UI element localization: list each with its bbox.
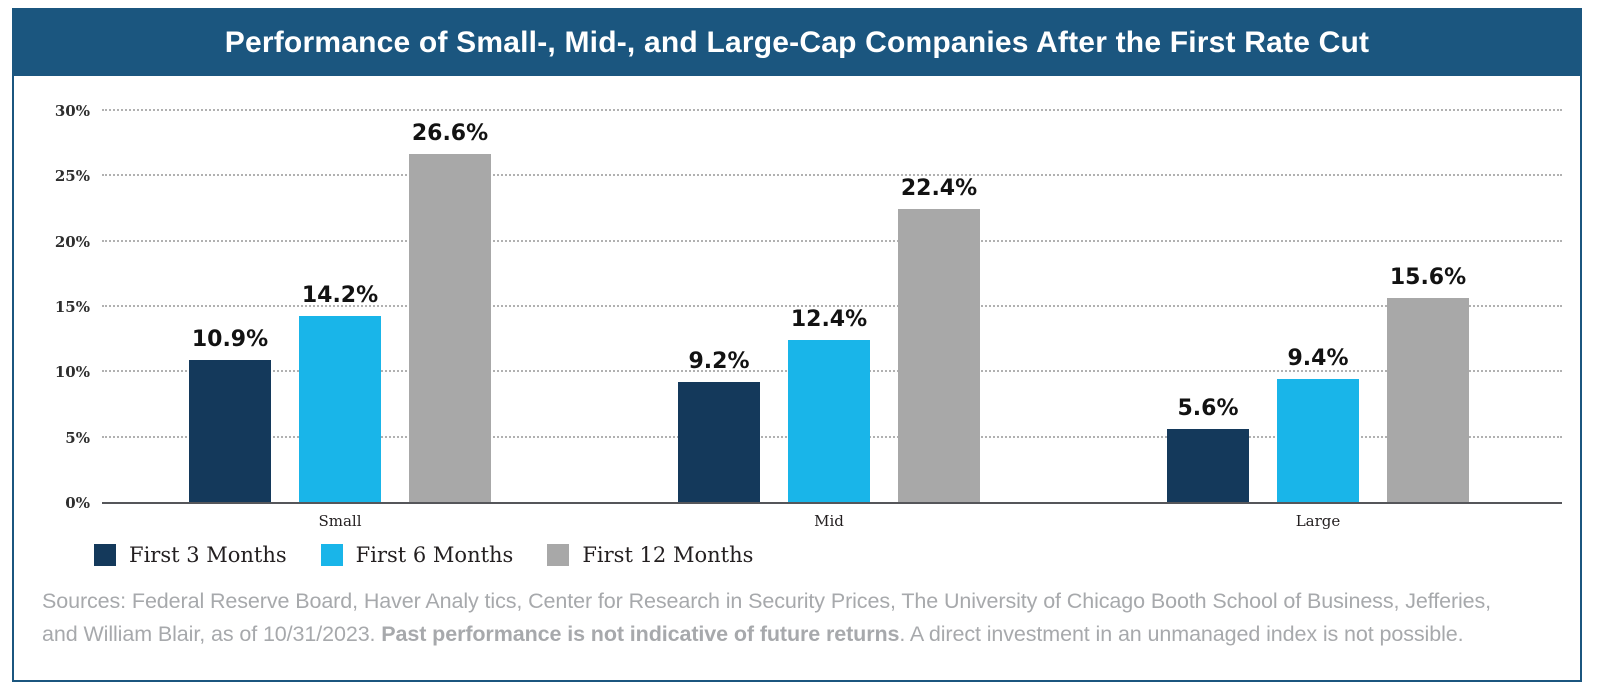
legend-swatch-icon [94, 544, 116, 566]
bar-slot-first-6-months-mid: 12.4% [788, 307, 870, 502]
gridline [102, 239, 1562, 242]
plot-area: 0% 5% 10% 15% 20% 25% 30% 10.9% 14.2% 26.6% Small 9… [55, 102, 1562, 530]
chart-card: Performance of Small-, Mid-, and Large-C… [12, 8, 1582, 682]
y-axis-tick-label: 15% [54, 298, 90, 316]
source-line-2-suffix: . A direct investment in an unmanaged in… [899, 622, 1464, 646]
bar-slot-first-6-months-small: 14.2% [299, 283, 381, 502]
source-line-2-prefix: and William Blair, as of 10/31/2023. [42, 622, 382, 646]
source-line-2: and William Blair, as of 10/31/2023. Pas… [42, 618, 1580, 651]
bar-slot-first-6-months-large: 9.4% [1277, 346, 1359, 502]
bar-slot-first-12-months-small: 26.6% [409, 121, 491, 502]
legend-item-first-12-months: First 12 Months [547, 543, 753, 567]
category-label-large: Large [1295, 512, 1341, 530]
x-axis-line [102, 502, 1562, 504]
legend-item-first-6-months: First 6 Months [320, 543, 514, 567]
bar-value-label: 10.9% [191, 326, 269, 352]
bar-slot-first-3-months-large: 5.6% [1167, 396, 1249, 502]
y-axis-tick-label: 20% [54, 232, 90, 251]
y-axis-tick-label: 25% [54, 167, 90, 186]
legend-swatch-icon [320, 544, 343, 566]
bar-value-label: 9.2% [688, 348, 750, 374]
legend-item-label: First 6 Months [355, 543, 514, 567]
bar-first-6-months-large [1277, 379, 1359, 502]
legend: First 3 Months First 6 Months First 12 Mon… [94, 540, 1580, 570]
bar-first-3-months-mid [678, 381, 760, 502]
bar-first-12-months-small [409, 154, 491, 502]
bar-first-12-months-mid [898, 209, 980, 502]
category-label-small: Small [318, 512, 362, 530]
bar-value-label: 9.4% [1287, 346, 1349, 372]
legend-swatch-icon [547, 544, 570, 566]
chart-title: Performance of Small-, Mid-, and Large-C… [224, 26, 1370, 59]
bar-value-label: 22.4% [900, 176, 978, 202]
bar-group-small: 10.9% 14.2% 26.6% [189, 121, 491, 502]
y-axis-tick-label: 5% [65, 428, 90, 447]
bar-group-mid: 9.2% 12.4% 22.4% [678, 176, 980, 502]
y-axis-tick-label: 0% [65, 494, 90, 512]
gridline [102, 305, 1562, 307]
gridline [102, 174, 1562, 177]
bar-value-label: 5.6% [1177, 395, 1239, 421]
chart-title-bar: Performance of Small-, Mid-, and Large-C… [14, 10, 1580, 76]
bar-slot-first-3-months-mid: 9.2% [678, 349, 760, 502]
bar-value-label: 12.4% [790, 306, 868, 332]
legend-item-label: First 3 Months [129, 543, 287, 567]
source-note: Sources: Federal Reserve Board, Haver An… [42, 585, 1580, 651]
bar-value-label: 14.2% [301, 283, 379, 309]
bar-value-label: 15.6% [1389, 265, 1467, 291]
bar-first-3-months-small [189, 359, 271, 502]
bar-first-6-months-mid [788, 339, 870, 502]
category-label-mid: Mid [814, 512, 844, 530]
y-axis-tick-label: 10% [54, 363, 90, 382]
gridline [102, 109, 1562, 111]
bar-first-3-months-large [1167, 428, 1249, 502]
chart-area: 0% 5% 10% 15% 20% 25% 30% 10.9% 14.2% 26.6% Small 9… [14, 76, 1580, 538]
bar-value-label: 26.6% [411, 121, 489, 147]
bar-first-6-months-small [299, 316, 381, 502]
legend-item-first-3-months: First 3 Months [94, 543, 287, 567]
bar-first-12-months-large [1387, 298, 1469, 502]
bar-group-large: 5.6% 9.4% 15.6% [1167, 265, 1469, 502]
source-line-1: Sources: Federal Reserve Board, Haver An… [42, 589, 1492, 613]
legend-item-label: First 12 Months [582, 543, 754, 567]
bar-slot-first-12-months-large: 15.6% [1387, 265, 1469, 502]
source-disclaimer-bold: Past performance is not indicative of fu… [381, 622, 900, 646]
bar-slot-first-12-months-mid: 22.4% [898, 176, 980, 502]
y-axis-tick-label: 30% [54, 102, 90, 120]
bar-slot-first-3-months-small: 10.9% [189, 327, 271, 502]
